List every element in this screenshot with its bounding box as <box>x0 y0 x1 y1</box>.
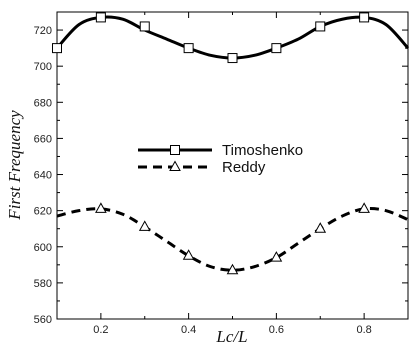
x-tick-label: 0.8 <box>356 324 371 336</box>
data-point-timoshenko <box>183 43 194 54</box>
y-tick-label: 640 <box>34 170 52 182</box>
y-tick-label: 600 <box>34 242 52 254</box>
data-point-reddy <box>358 202 370 213</box>
legend-marker-timoshenko <box>170 145 180 155</box>
y-tick-label: 560 <box>34 314 52 326</box>
data-point-reddy <box>182 249 195 260</box>
data-point-timoshenko <box>271 43 282 54</box>
ticks: 560 580 600 620 640 660 680 700 720 0.2 0.4 0.6 0.8 <box>34 12 409 336</box>
y-tick-label: 580 <box>34 278 52 290</box>
y-tick-label: 680 <box>34 97 52 109</box>
y-tick-label: 720 <box>34 25 52 37</box>
markers <box>52 12 370 275</box>
x-axis-label: Lc/L <box>215 327 247 346</box>
data-point-timoshenko <box>315 21 326 32</box>
data-point-timoshenko <box>139 21 150 32</box>
data-point-reddy <box>270 251 283 262</box>
legend-marker-reddy <box>169 160 181 171</box>
y-tick-label: 660 <box>34 133 52 145</box>
data-point-timoshenko <box>95 12 106 23</box>
data-point-reddy <box>314 222 327 233</box>
legend-label-timoshenko: Timoshenko <box>222 142 303 159</box>
data-point-reddy <box>226 263 239 275</box>
data-point-timoshenko <box>359 12 370 23</box>
x-tick-label: 0.2 <box>93 324 108 336</box>
x-tick-label: 0.4 <box>181 324 196 336</box>
legend-label-reddy: Reddy <box>222 159 266 176</box>
x-tick-label: 0.6 <box>269 324 284 336</box>
data-point-timoshenko <box>52 43 62 54</box>
series-line-reddy <box>56 206 409 272</box>
y-tick-label: 700 <box>34 61 52 73</box>
data-point-timoshenko <box>227 53 238 64</box>
data-point-reddy <box>95 202 107 213</box>
y-tick-label: 620 <box>34 206 52 218</box>
data-point-reddy <box>138 220 151 231</box>
y-axis-label: First Frequency <box>5 110 24 221</box>
